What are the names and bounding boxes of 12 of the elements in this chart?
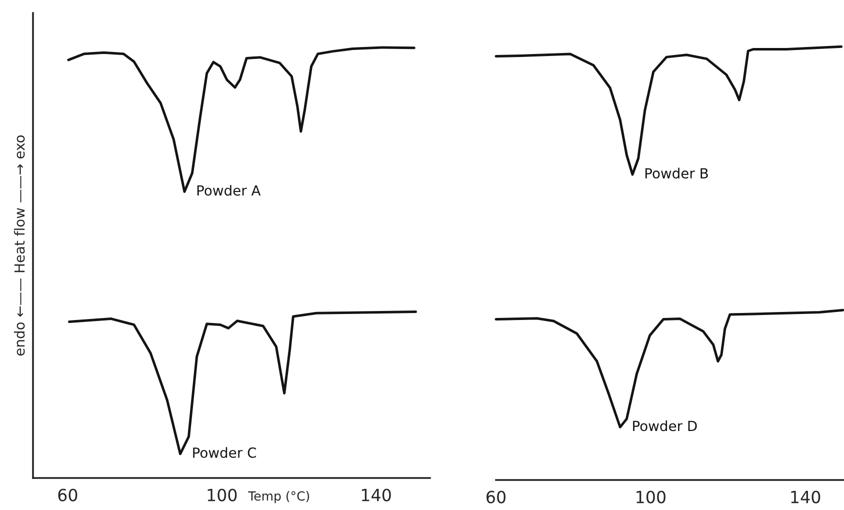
x-tick-label: 140 [362,488,391,502]
x-tick-label: 60 [58,488,78,502]
series-label: Powder C [193,447,256,458]
x-tick-label: 100 [208,488,237,502]
x-tick-label: 140 [791,490,820,504]
y-axis-title: endo ←—— Heat flow ——→ exo [14,135,25,356]
x-axis-title: Temp (°C) [248,491,310,504]
x-tick-label: 100 [636,490,666,504]
x-tick-label: 60 [486,490,506,504]
series-label: Powder B [645,168,708,179]
series-label: Powder D [633,420,697,432]
series-label: Powder A [197,184,261,196]
